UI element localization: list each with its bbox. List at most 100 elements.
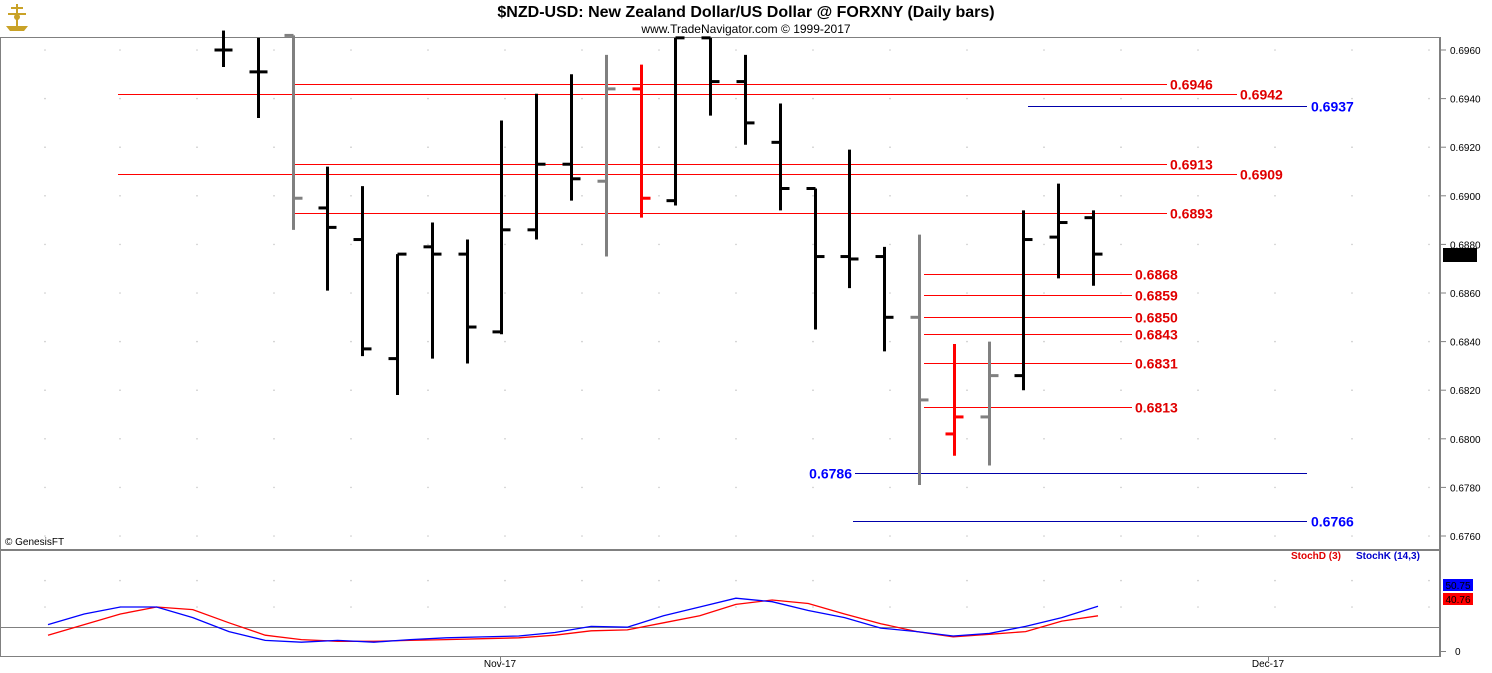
- grid-dot: [350, 292, 352, 294]
- grid-dot: [658, 243, 660, 246]
- grid-dot: [196, 146, 198, 148]
- grid-dot: [350, 340, 352, 343]
- grid-dot: [273, 389, 275, 392]
- grid-dot: [1274, 486, 1276, 489]
- grid-dot: [1351, 292, 1353, 294]
- grid-dot: [812, 438, 814, 440]
- level-label-0.6937: 0.6937: [1311, 99, 1354, 115]
- level-label-0.6913: 0.6913: [1170, 157, 1213, 173]
- grid-dot: [1274, 243, 1276, 246]
- grid-dot: [427, 486, 429, 489]
- grid-dot: [1043, 146, 1045, 148]
- grid-dot: [44, 340, 46, 343]
- grid-dot: [119, 340, 121, 343]
- grid-dot: [1043, 389, 1045, 392]
- grid-dot: [196, 438, 198, 440]
- grid-dot: [1197, 195, 1199, 197]
- grid-dot: [581, 340, 583, 343]
- grid-dot: [1428, 243, 1430, 246]
- y-tick-label: 0.6800: [1450, 435, 1481, 446]
- grid-dot: [1428, 292, 1430, 294]
- price-bar: [736, 54, 755, 145]
- grid-dot: [119, 97, 121, 100]
- grid-dot: [119, 146, 121, 148]
- grid-dot: [1428, 438, 1430, 440]
- grid-dot: [1197, 579, 1199, 582]
- price-bar: [284, 33, 303, 230]
- stochastic-panel-frame: [0, 550, 1440, 657]
- grid-dot: [504, 438, 506, 440]
- price-bar: [597, 54, 616, 257]
- grid-dot: [581, 579, 583, 582]
- grid-dot: [273, 606, 275, 608]
- price-bar: [423, 222, 442, 359]
- grid-dot: [350, 535, 352, 537]
- grid-dot: [273, 195, 275, 197]
- logo: [6, 4, 28, 31]
- grid-dot: [735, 389, 737, 392]
- grid-dot: [1120, 49, 1122, 51]
- grid-dot: [1197, 389, 1199, 392]
- grid-dot: [1120, 195, 1122, 197]
- grid-dot: [273, 535, 275, 537]
- grid-dot: [350, 579, 352, 582]
- grid-dot: [119, 195, 121, 197]
- grid-dot: [119, 292, 121, 294]
- grid-dot: [427, 438, 429, 440]
- grid-dot: [1043, 535, 1045, 537]
- grid-dot: [581, 486, 583, 489]
- grid-dot: [889, 606, 891, 608]
- grid-dot: [427, 146, 429, 148]
- grid-dot: [1428, 535, 1430, 537]
- grid-dot: [1351, 438, 1353, 440]
- grid-dot: [581, 97, 583, 100]
- grid-dot: [504, 292, 506, 294]
- grid-dot: [581, 292, 583, 294]
- grid-dot: [44, 292, 46, 294]
- level-label-0.6893: 0.6893: [1170, 206, 1213, 222]
- grid-dot: [735, 195, 737, 197]
- grid-dot: [735, 243, 737, 246]
- grid-dot: [196, 535, 198, 537]
- grid-dot: [658, 535, 660, 537]
- y-tick-label: 0.6940: [1450, 95, 1481, 106]
- price-bar: [1084, 210, 1103, 286]
- grid-dot: [658, 340, 660, 343]
- grid-dot: [889, 438, 891, 440]
- grid-dot: [735, 579, 737, 582]
- grid-dot: [196, 579, 198, 582]
- grid-dot: [812, 389, 814, 392]
- grid-dot: [504, 389, 506, 392]
- grid-dot: [1428, 389, 1430, 392]
- grid-dot: [44, 579, 46, 582]
- price-bar: [1014, 210, 1033, 391]
- grid-dot: [1428, 97, 1430, 100]
- level-label-0.6850: 0.6850: [1135, 310, 1178, 326]
- grid-dot: [966, 486, 968, 489]
- grid-dot: [350, 49, 352, 51]
- grid-dot: [1274, 535, 1276, 537]
- grid-dot: [966, 292, 968, 294]
- grid-dot: [735, 340, 737, 343]
- grid-dot: [581, 195, 583, 197]
- grid-dot: [735, 97, 737, 100]
- grid-dot: [1197, 340, 1199, 343]
- grid-dot: [44, 389, 46, 392]
- legend-stoch-d: StochD (3): [1291, 551, 1341, 562]
- price-bar: [492, 120, 511, 335]
- price-bar: [562, 74, 581, 201]
- grid-dot: [1120, 579, 1122, 582]
- grid-dot: [658, 579, 660, 582]
- grid-dot: [889, 243, 891, 246]
- grid-dot: [966, 606, 968, 608]
- level-label-0.6909: 0.6909: [1240, 167, 1283, 183]
- grid-dot: [196, 340, 198, 343]
- last-price-label: 0.6876: [1445, 251, 1476, 262]
- grid-dot: [812, 195, 814, 197]
- grid-dot: [196, 195, 198, 197]
- grid-dot: [44, 606, 46, 608]
- price-bar: [701, 36, 720, 116]
- grid-dot: [1274, 49, 1276, 51]
- grid-dot: [1120, 535, 1122, 537]
- grid-dot: [1351, 340, 1353, 343]
